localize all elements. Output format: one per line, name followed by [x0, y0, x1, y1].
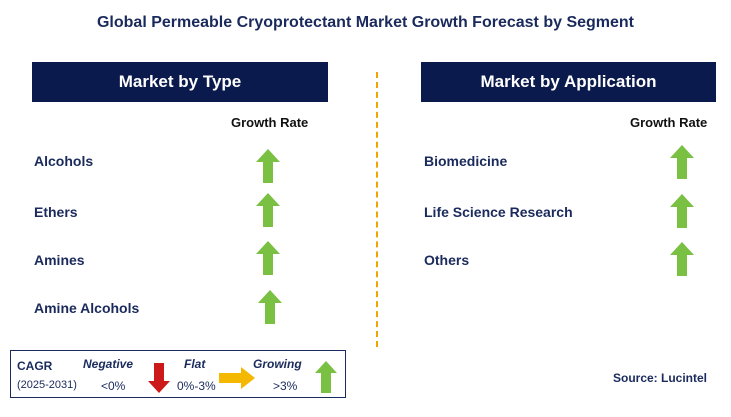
row-label-alcohols: Alcohols	[34, 153, 94, 169]
legend-growing-range: >3%	[273, 379, 298, 393]
panel-header-application: Market by Application	[421, 62, 716, 102]
growth-rate-header-application: Growth Rate	[630, 115, 708, 130]
flat-arrow-icon	[219, 367, 255, 389]
legend-flat-label: Flat	[184, 357, 206, 371]
legend-growing-label: Growing	[253, 357, 302, 371]
row-label-biomedicine: Biomedicine	[424, 153, 508, 169]
source-note: Source: Lucintel	[612, 371, 707, 385]
growing-arrow-icon	[670, 145, 694, 179]
growing-arrow-icon	[256, 149, 280, 183]
growing-arrow-icon	[256, 241, 280, 275]
row-label-amine-alcohols: Amine Alcohols	[34, 300, 140, 316]
legend-period: (2025-2031)	[17, 379, 77, 391]
row-label-ethers: Ethers	[34, 204, 78, 220]
growing-arrow-icon	[315, 361, 337, 393]
row-label-amines: Amines	[34, 252, 85, 268]
panel-divider	[376, 72, 378, 347]
row-label-others: Others	[424, 252, 470, 268]
legend-negative-label: Negative	[83, 357, 134, 371]
growing-arrow-icon	[258, 290, 282, 324]
negative-arrow-icon	[148, 363, 170, 393]
row-label-life-science-research: Life Science Research	[424, 204, 573, 220]
legend-negative-range: <0%	[101, 379, 126, 393]
growth-rate-header-type: Growth Rate	[231, 115, 309, 130]
growing-arrow-icon	[670, 194, 694, 228]
panel-header-type: Market by Type	[32, 62, 328, 102]
legend-cagr-label: CAGR	[17, 359, 53, 373]
growing-arrow-icon	[670, 242, 694, 276]
page-title: Global Permeable Cryoprotectant Market G…	[96, 14, 635, 31]
legend-flat-range: 0%-3%	[177, 379, 216, 393]
growing-arrow-icon	[256, 193, 280, 227]
cagr-legend: CAGR (2025-2031) Negative <0% Flat 0%-3%…	[10, 350, 346, 398]
